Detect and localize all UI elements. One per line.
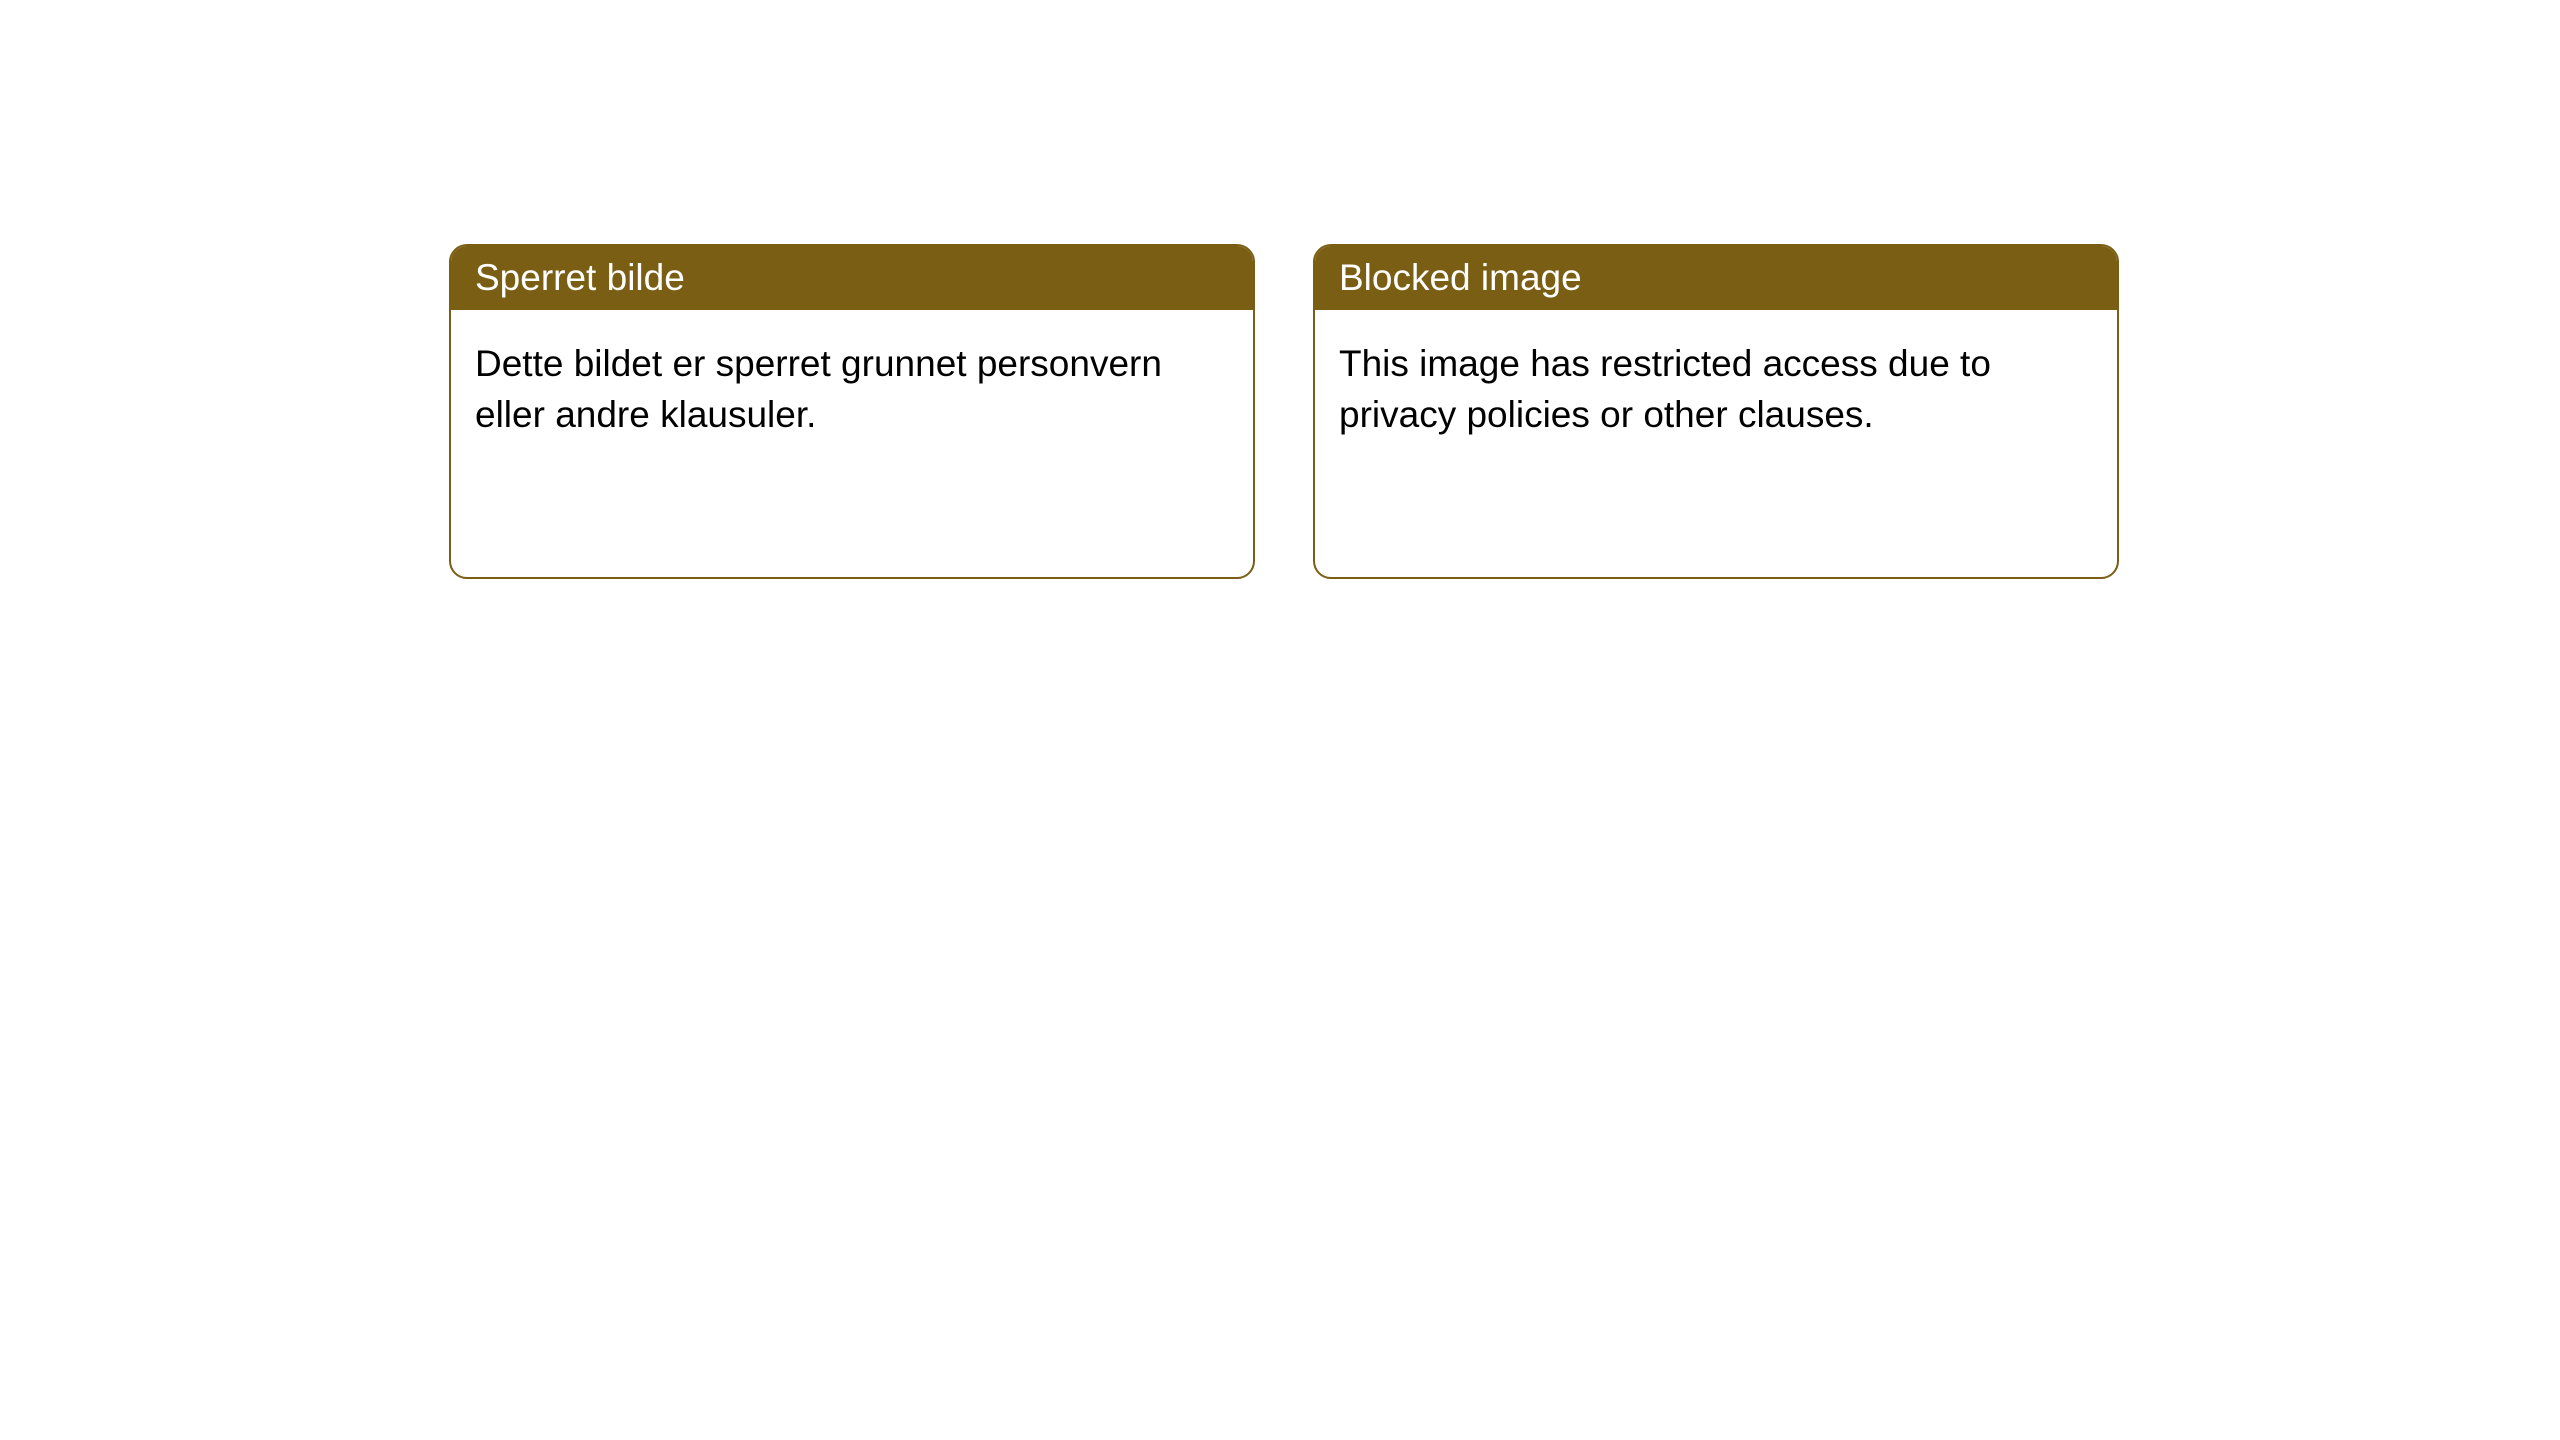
blocked-image-card-english: Blocked image This image has restricted … bbox=[1313, 244, 2119, 579]
cards-container: Sperret bilde Dette bildet er sperret gr… bbox=[449, 244, 2119, 579]
card-header-english: Blocked image bbox=[1315, 246, 2117, 310]
blocked-image-card-norwegian: Sperret bilde Dette bildet er sperret gr… bbox=[449, 244, 1255, 579]
card-message-english: This image has restricted access due to … bbox=[1339, 343, 1991, 435]
card-body-norwegian: Dette bildet er sperret grunnet personve… bbox=[451, 310, 1253, 468]
card-header-norwegian: Sperret bilde bbox=[451, 246, 1253, 310]
card-body-english: This image has restricted access due to … bbox=[1315, 310, 2117, 468]
card-title-english: Blocked image bbox=[1339, 257, 1582, 298]
card-title-norwegian: Sperret bilde bbox=[475, 257, 685, 298]
card-message-norwegian: Dette bildet er sperret grunnet personve… bbox=[475, 343, 1162, 435]
